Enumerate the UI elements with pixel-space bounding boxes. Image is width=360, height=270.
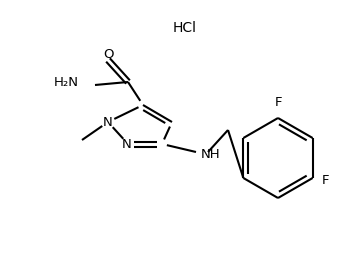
Text: N: N (103, 116, 113, 129)
Text: F: F (321, 174, 329, 187)
Text: F: F (275, 96, 283, 109)
Text: NH: NH (201, 148, 221, 161)
Text: O: O (103, 48, 113, 60)
Text: HCl: HCl (173, 21, 197, 35)
Text: H₂N: H₂N (54, 76, 79, 89)
Text: N: N (122, 139, 132, 151)
